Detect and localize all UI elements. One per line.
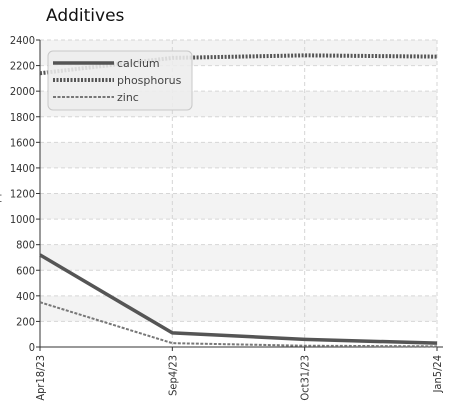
legend-label-zinc: zinc — [117, 91, 139, 104]
y-tick-label: 1800 — [10, 111, 35, 124]
x-tick-label: Jan5/24 — [431, 355, 444, 393]
y-tick-label: 800 — [16, 239, 35, 252]
legend-label-calcium: calcium — [117, 57, 160, 70]
legend-box — [47, 50, 193, 111]
y-tick-label: 1000 — [10, 213, 35, 226]
y-tick-label: 400 — [16, 290, 35, 303]
series-line-zinc — [39, 301, 438, 348]
y-tick-label: 2400 — [10, 34, 35, 47]
y-tick-label: 1400 — [10, 162, 35, 175]
y-tick-label: 600 — [16, 264, 35, 277]
y-tick-label: 2200 — [10, 60, 35, 73]
grid-band — [40, 193, 437, 220]
y-tick-label: 1600 — [10, 136, 35, 149]
y-tick-label: 0 — [29, 341, 35, 354]
legend-label-phosphorus: phosphorus — [117, 74, 182, 87]
x-tick-label: Sep4/23 — [166, 355, 179, 396]
x-tick-label: Apr18/23 — [34, 355, 47, 401]
y-tick-label: 200 — [16, 315, 35, 328]
grid-band — [40, 142, 437, 168]
chart-title: Additives — [46, 6, 125, 26]
x-tick-label: Oct31/23 — [299, 355, 312, 401]
grid-band — [40, 244, 437, 271]
series-line-calcium — [39, 253, 438, 345]
y-tick-label: 2000 — [10, 85, 35, 98]
grid-band — [40, 295, 437, 322]
y-tick-label: 1200 — [10, 188, 35, 201]
